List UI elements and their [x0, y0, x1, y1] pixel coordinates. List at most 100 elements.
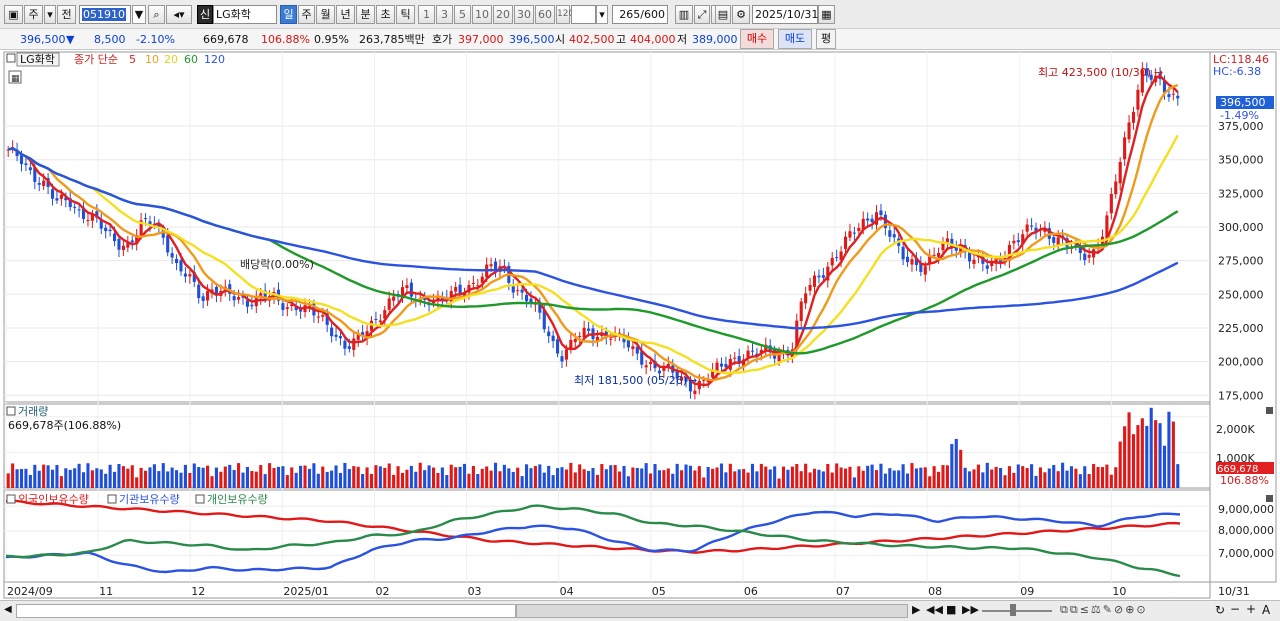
timeframe-monthly[interactable]: 월	[316, 5, 335, 24]
stock-code-input[interactable]: 051910	[79, 5, 131, 24]
volume-bar	[976, 464, 980, 488]
candle-body	[1083, 253, 1087, 261]
timeframe-tick[interactable]: 틱	[396, 5, 415, 24]
stop-icon[interactable]: ■	[946, 603, 957, 616]
minute-step-5[interactable]: 5	[454, 5, 471, 24]
period-dropdown-icon[interactable]: ▾	[44, 5, 56, 24]
candle-body	[870, 218, 874, 223]
holdings-panel-close-icon[interactable]	[1266, 495, 1273, 502]
scroll-thumb[interactable]	[516, 604, 908, 618]
save-icon[interactable]: ▤	[715, 5, 731, 24]
search-icon[interactable]: ⌕	[148, 5, 165, 24]
date-field[interactable]: 2025/10/31	[752, 5, 818, 24]
calculator-icon[interactable]	[8, 70, 22, 84]
volume-bar	[866, 465, 870, 488]
stock-name-field[interactable]: LG화학	[213, 5, 277, 24]
timeframe-weekly[interactable]: 주	[298, 5, 315, 24]
play-icon[interactable]: ▶▶	[962, 603, 979, 616]
candle-body	[688, 379, 693, 392]
volume-bar	[954, 438, 958, 488]
volume-bar	[365, 467, 369, 488]
prev-button[interactable]: 전	[57, 5, 76, 24]
volume-bar	[892, 470, 896, 488]
timeframe-yearly[interactable]: 년	[336, 5, 355, 24]
annotation-high: 최고 423,500 (10/30)	[1038, 66, 1151, 79]
volume-panel-close-icon[interactable]	[1266, 407, 1273, 414]
candle-body	[910, 259, 914, 265]
volume-bar	[861, 470, 865, 488]
volume-bar	[1109, 474, 1113, 488]
minute-step-1[interactable]: 1	[418, 5, 435, 24]
minute-step-10[interactable]: 10	[472, 5, 492, 24]
volume-bar	[502, 464, 506, 488]
font-size-icon[interactable]: A	[1262, 603, 1271, 617]
minute-step-3[interactable]: 3	[436, 5, 453, 24]
volume-bar	[423, 470, 427, 488]
scroll-left-icon[interactable]: ◀	[4, 604, 12, 615]
buy-button[interactable]: 매수	[740, 29, 774, 49]
rewind-icon[interactable]: ◀◀	[926, 603, 943, 616]
timeframe-second[interactable]: 초	[376, 5, 395, 24]
custom-step-input[interactable]	[571, 5, 596, 24]
volume-bar	[1092, 463, 1096, 488]
candle-body	[383, 310, 387, 319]
stock-chart[interactable]: LG화학 종가 단순 5 10 20 60 120 ▦ 최고 423,500 (…	[0, 50, 1280, 600]
period-button-week[interactable]: 주	[24, 5, 43, 24]
minute-step-120[interactable]: 120	[556, 5, 574, 24]
candle-body	[130, 240, 134, 243]
timeframe-daily[interactable]: 일	[280, 5, 297, 24]
volume-bar	[321, 466, 325, 488]
code-dropdown-icon[interactable]: ▼	[132, 5, 146, 24]
volume-bar	[237, 463, 241, 488]
bar-count-field[interactable]: 265/600	[612, 5, 668, 24]
volume-bar	[6, 473, 10, 488]
bid-label: 호가	[432, 33, 453, 46]
volume-bar	[462, 463, 467, 488]
zoom-slider-handle[interactable]	[1010, 604, 1016, 616]
candle-body	[644, 365, 648, 368]
volume-bar	[343, 462, 347, 488]
volume-bar	[152, 464, 156, 488]
zoom-in-icon[interactable]: +	[1246, 602, 1257, 616]
scroll-right-icon[interactable]: ▶	[912, 603, 921, 616]
volume-bar	[626, 476, 630, 488]
timeframe-minute[interactable]: 분	[356, 5, 375, 24]
candle-body	[1118, 161, 1122, 184]
candle-type-icon[interactable]: ▥	[675, 5, 693, 24]
overlay-icon[interactable]: ⤢	[694, 5, 710, 24]
candle-body	[347, 346, 351, 349]
scroll-track[interactable]	[16, 604, 516, 618]
volume-bar	[369, 473, 374, 488]
chart-area[interactable]: LG화학 종가 단순 5 10 20 60 120 ▦ 최고 423,500 (…	[0, 50, 1280, 600]
volume-bar	[799, 471, 803, 488]
volume-bar	[1078, 474, 1082, 488]
calendar-icon[interactable]: ▦	[818, 5, 835, 24]
zoom-slider[interactable]	[982, 610, 1052, 612]
speaker-icon[interactable]: ◂▾	[166, 5, 192, 24]
sell-button[interactable]: 매도	[778, 29, 812, 49]
volume-bar	[556, 468, 560, 488]
x-axis-panel	[3, 581, 1211, 599]
candle-body	[294, 306, 298, 310]
candle-body	[440, 297, 444, 300]
volume-bar	[294, 472, 298, 488]
stock-legend-box[interactable]	[16, 52, 60, 67]
custom-step-dropdown-icon[interactable]: ▾	[596, 5, 608, 24]
candle-body	[409, 282, 413, 297]
zoom-out-left-icon[interactable]: ↻	[1215, 603, 1226, 617]
candle-body	[64, 197, 68, 201]
chart-menu-icon[interactable]: ▣	[4, 5, 23, 24]
x-tick-label: 09	[1020, 585, 1034, 598]
candle-body	[914, 258, 918, 265]
flat-button[interactable]: 평	[816, 29, 836, 49]
chart-tools-icons[interactable]: ⧉⧉≤⚖✎⊘⊕⊙	[1060, 603, 1148, 616]
minute-step-30[interactable]: 30	[514, 5, 534, 24]
zoom-out-icon[interactable]: −	[1230, 602, 1241, 616]
minute-step-20[interactable]: 20	[493, 5, 513, 24]
gear-icon[interactable]: ⚙	[732, 5, 750, 24]
volume-bar	[431, 467, 436, 488]
volume-bar	[480, 468, 484, 488]
scroll-bar[interactable]: ◀ ▶ ◀◀ ■ ▶▶ ⧉⧉≤⚖✎⊘⊕⊙ ↻ − + A	[0, 600, 1280, 621]
candle-body	[587, 328, 591, 331]
minute-step-60[interactable]: 60	[535, 5, 555, 24]
